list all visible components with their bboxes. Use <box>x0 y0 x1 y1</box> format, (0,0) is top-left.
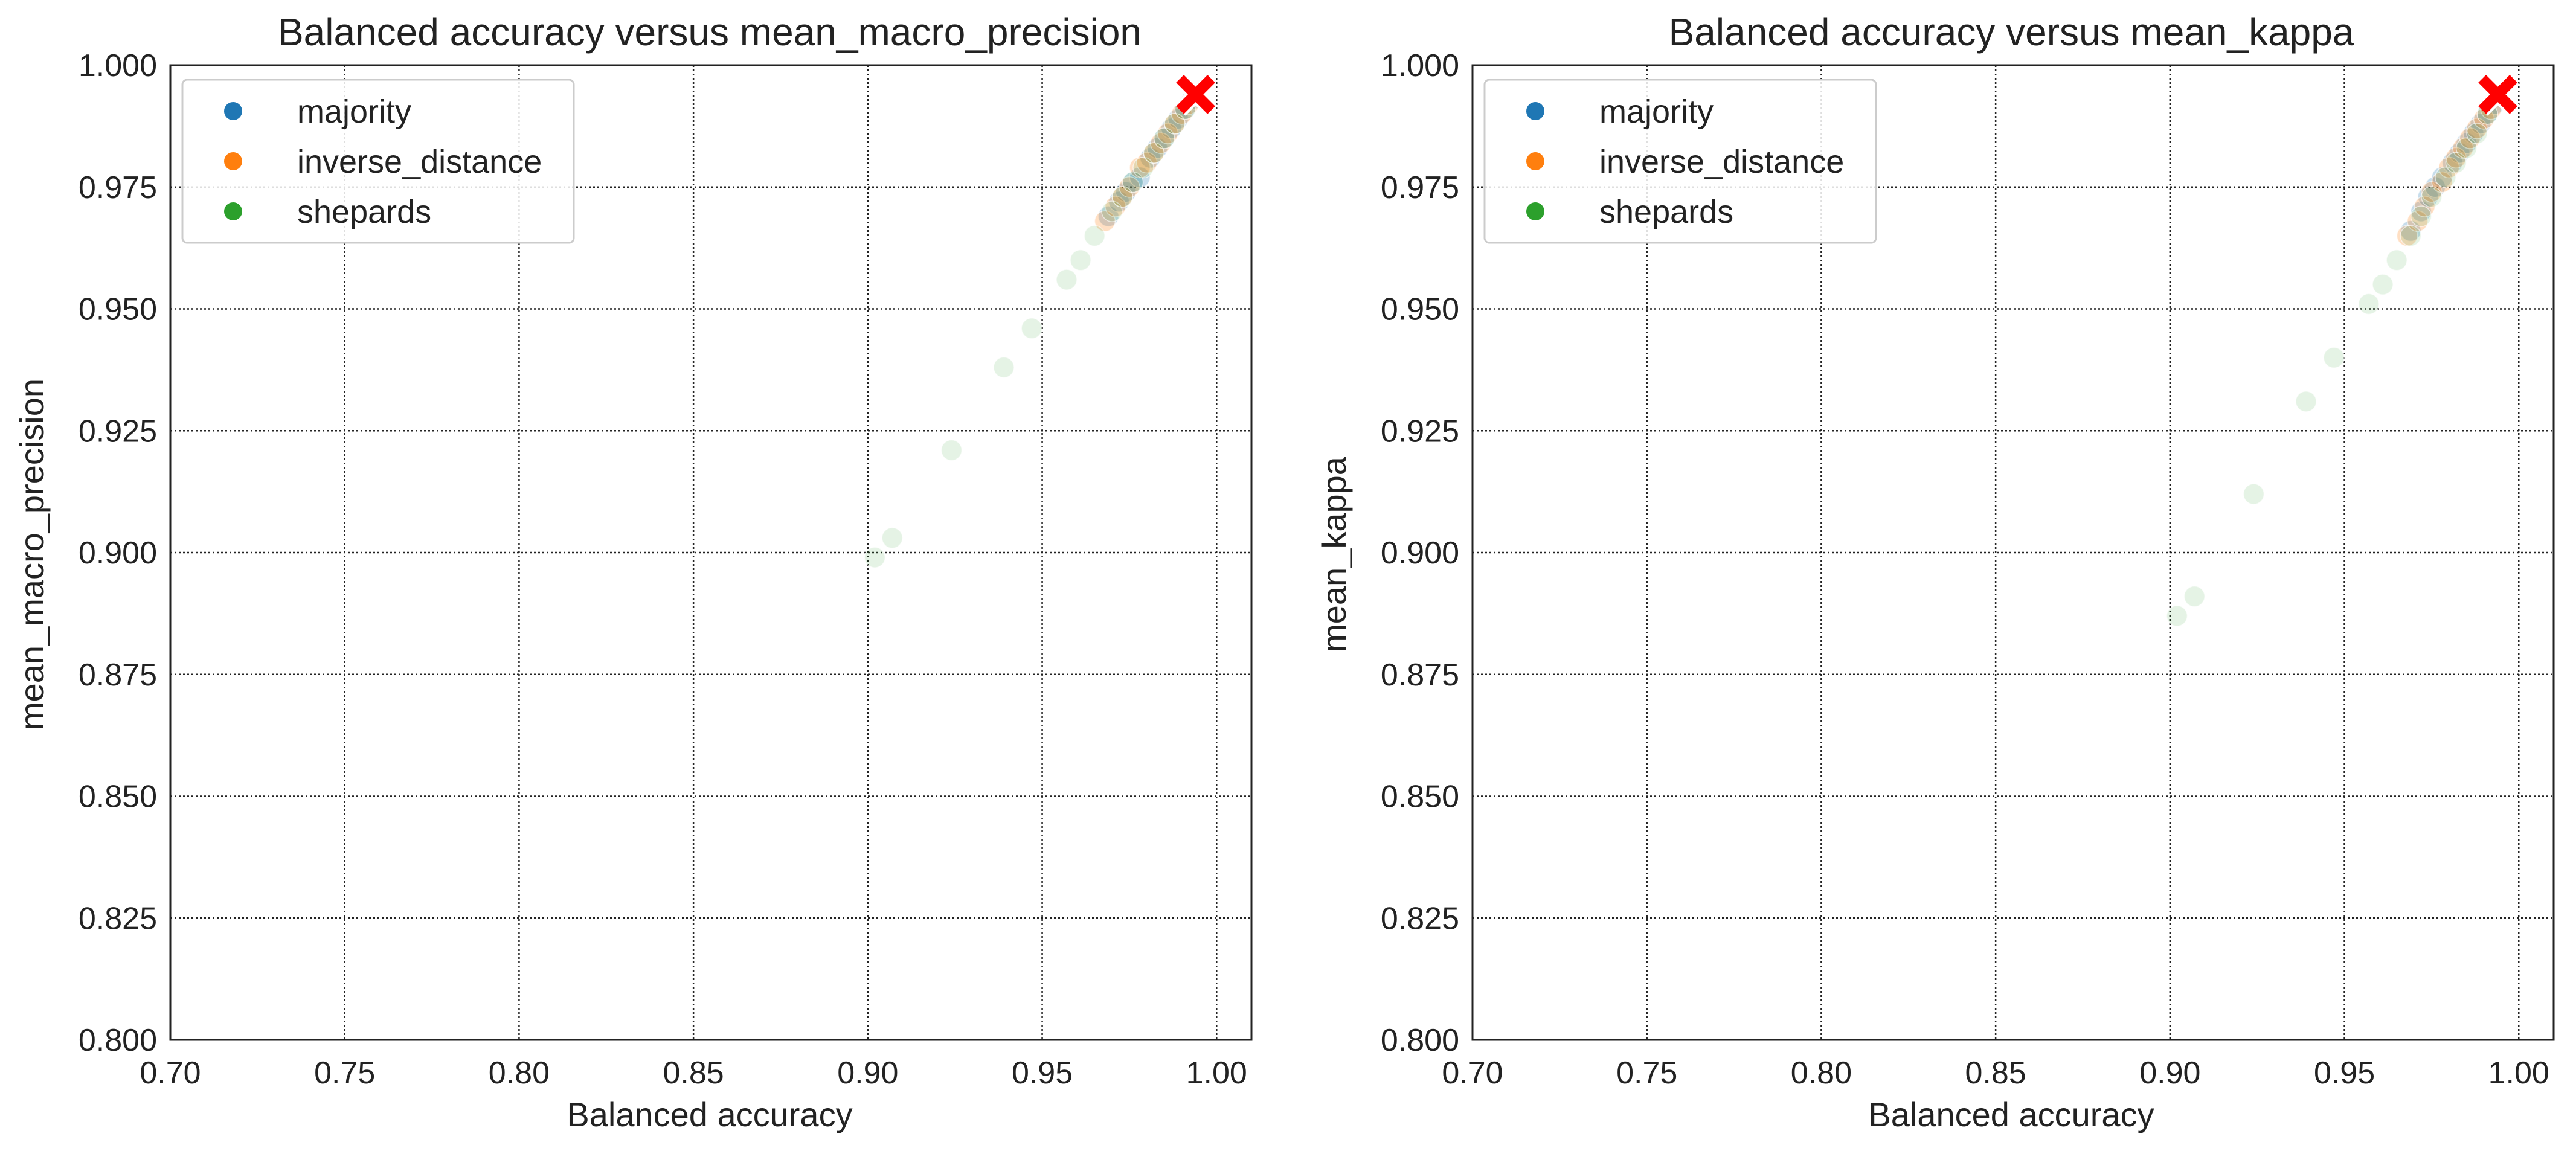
data-point <box>2445 152 2467 174</box>
data-point <box>1021 318 1042 339</box>
y-tick-label: 0.900 <box>79 536 157 571</box>
data-point <box>2372 274 2394 295</box>
legend-box <box>181 79 575 244</box>
data-point <box>1111 186 1134 208</box>
data-point <box>2410 205 2432 227</box>
chart-title: Balanced accuracy versus mean_macro_prec… <box>278 10 1142 54</box>
y-axis-label: mean_macro_precision <box>13 379 51 730</box>
y-tick-label: 1.000 <box>1381 48 1459 83</box>
best-marker-stroke <box>1176 75 1215 114</box>
y-tick-label: 0.950 <box>1381 292 1459 327</box>
data-point <box>1101 200 1123 222</box>
x-tick-label: 0.70 <box>1442 1056 1503 1091</box>
data-point <box>2183 585 2206 608</box>
tick-labels: 0.70 0.75 0.80 0.85 0.90 0.95 1.00 0.800 0.825 0.… <box>1381 48 2549 1091</box>
y-tick-label: 0.950 <box>79 292 157 327</box>
data-point <box>2386 249 2407 271</box>
y-tick-label: 0.825 <box>1381 901 1459 936</box>
y-tick-label: 1.000 <box>79 48 157 83</box>
data-point <box>2466 123 2488 144</box>
data-point <box>2323 347 2345 368</box>
y-tick-label: 0.925 <box>79 414 157 449</box>
x-axis-label: Balanced accuracy <box>567 1095 852 1133</box>
data-point <box>2421 186 2443 208</box>
y-tick-label: 0.875 <box>79 658 157 693</box>
data-point <box>2243 483 2265 505</box>
legend-label-inverse_distance: inverse_distance <box>1599 144 1844 180</box>
y-tick-label: 0.975 <box>79 170 157 205</box>
legend-label-inverse_distance: inverse_distance <box>297 144 542 180</box>
data-point <box>993 356 1015 379</box>
x-tick-label: 0.90 <box>2139 1056 2200 1091</box>
legend: majority inverse_distance shepards <box>181 79 575 244</box>
legend-marker-majority <box>1526 102 1544 120</box>
data-point <box>2166 605 2188 627</box>
data-point <box>1084 225 1105 247</box>
y-tick-label: 0.975 <box>1381 170 1459 205</box>
data-point <box>2358 293 2380 315</box>
x-tick-label: 0.95 <box>2314 1056 2375 1091</box>
data-point <box>864 547 886 568</box>
data-point <box>2455 137 2478 159</box>
data-point <box>881 527 904 549</box>
y-tick-label: 0.825 <box>79 901 157 936</box>
x-tick-label: 0.75 <box>1616 1056 1677 1091</box>
legend-label-shepards: shepards <box>1599 194 1733 230</box>
x-tick-label: 0.85 <box>663 1056 724 1091</box>
y-tick-label: 0.900 <box>1381 536 1459 571</box>
y-tick-label: 0.850 <box>1381 780 1459 815</box>
x-tick-label: 1.00 <box>2488 1056 2549 1091</box>
series-shepards <box>864 98 1196 568</box>
legend-marker-inverse_distance <box>1526 152 1544 170</box>
x-tick-label: 0.80 <box>489 1056 550 1091</box>
data-point <box>2400 225 2422 247</box>
data-point <box>1056 269 1078 290</box>
legend-marker-shepards <box>224 202 242 220</box>
data-point <box>940 439 963 461</box>
chart-kappa: Balanced accuracy versus mean_kappa Bala… <box>1315 10 2555 1133</box>
x-axis-label: Balanced accuracy <box>1868 1095 2154 1133</box>
legend-marker-shepards <box>1526 202 1544 220</box>
data-point <box>1070 249 1091 271</box>
data-point <box>1122 171 1144 193</box>
data-point <box>2435 166 2456 188</box>
x-tick-label: 0.75 <box>314 1056 375 1091</box>
y-tick-label: 0.875 <box>1381 658 1459 693</box>
y-tick-label: 0.800 <box>1381 1023 1459 1058</box>
data-point <box>1164 113 1186 135</box>
best-marker-stroke <box>2478 75 2517 114</box>
x-tick-label: 1.00 <box>1186 1056 1247 1091</box>
best-point-marker <box>1174 73 1217 116</box>
data-point <box>1132 156 1154 179</box>
data-point <box>1153 127 1175 149</box>
plot-frame <box>169 64 1253 1041</box>
legend-marker-inverse_distance <box>224 152 242 170</box>
y-tick-label: 0.850 <box>79 780 157 815</box>
x-tick-label: 0.70 <box>140 1056 201 1091</box>
chart-precision: Balanced accuracy versus mean_macro_prec… <box>13 10 1253 1133</box>
data-point <box>2295 391 2317 412</box>
x-tick-label: 0.90 <box>837 1056 898 1091</box>
series-shepards <box>2166 103 2499 627</box>
legend-box <box>1483 79 1877 244</box>
chart-title: Balanced accuracy versus mean_kappa <box>1669 10 2354 54</box>
legend: majority inverse_distance shepards <box>1483 79 1877 244</box>
x-tick-label: 0.85 <box>1965 1056 2026 1091</box>
data-point <box>1143 142 1165 164</box>
x-tick-label: 0.80 <box>1791 1056 1852 1091</box>
tick-labels: 0.70 0.75 0.80 0.85 0.90 0.95 1.00 0.800 0.825 0.… <box>79 48 1247 1091</box>
best-point-marker <box>2476 73 2519 116</box>
y-axis-label: mean_kappa <box>1315 456 1353 652</box>
x-tick-label: 0.95 <box>1012 1056 1073 1091</box>
plot-frame <box>1471 64 2555 1041</box>
legend-marker-majority <box>224 102 242 120</box>
legend-label-shepards: shepards <box>297 194 431 230</box>
legend-label-majority: majority <box>1599 94 1714 130</box>
y-tick-label: 0.925 <box>1381 414 1459 449</box>
y-tick-label: 0.800 <box>79 1023 157 1058</box>
legend-label-majority: majority <box>297 94 411 130</box>
